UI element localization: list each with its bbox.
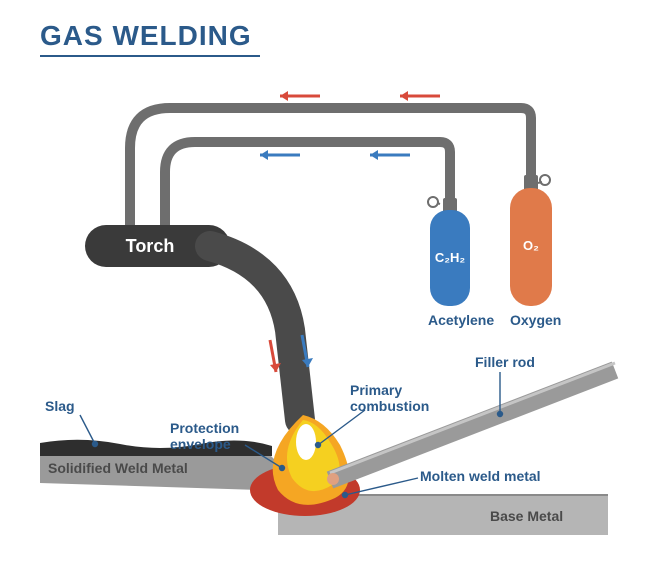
label-molten-weld-metal: Molten weld metal <box>420 468 541 484</box>
flame-core <box>296 424 316 460</box>
label-protection-envelope: Protection envelope <box>170 420 250 452</box>
label-base-metal: Base Metal <box>490 508 563 524</box>
label-acetylene: Acetylene <box>428 312 494 328</box>
diagram-container: GAS WELDING O₂ <box>0 0 654 570</box>
label-primary-combustion: Primary combustion <box>350 382 440 414</box>
oxygen-flow-arrows <box>280 91 440 101</box>
torch-neck <box>210 246 300 420</box>
oxygen-cylinder: O₂ <box>510 175 552 306</box>
diagram-svg: O₂ C₂H₂ Torch <box>0 0 654 570</box>
label-oxygen: Oxygen <box>510 312 561 328</box>
acetylene-flow-arrows <box>260 150 410 160</box>
torch-label: Torch <box>126 236 175 256</box>
label-filler-rod: Filler rod <box>475 354 535 370</box>
label-slag: Slag <box>45 398 75 414</box>
acetylene-formula: C₂H₂ <box>435 250 466 265</box>
label-solidified-weld-metal: Solidified Weld Metal <box>48 460 188 476</box>
oxygen-formula: O₂ <box>523 238 539 253</box>
acetylene-cylinder: C₂H₂ <box>428 197 470 306</box>
oxygen-pipe <box>130 108 531 230</box>
